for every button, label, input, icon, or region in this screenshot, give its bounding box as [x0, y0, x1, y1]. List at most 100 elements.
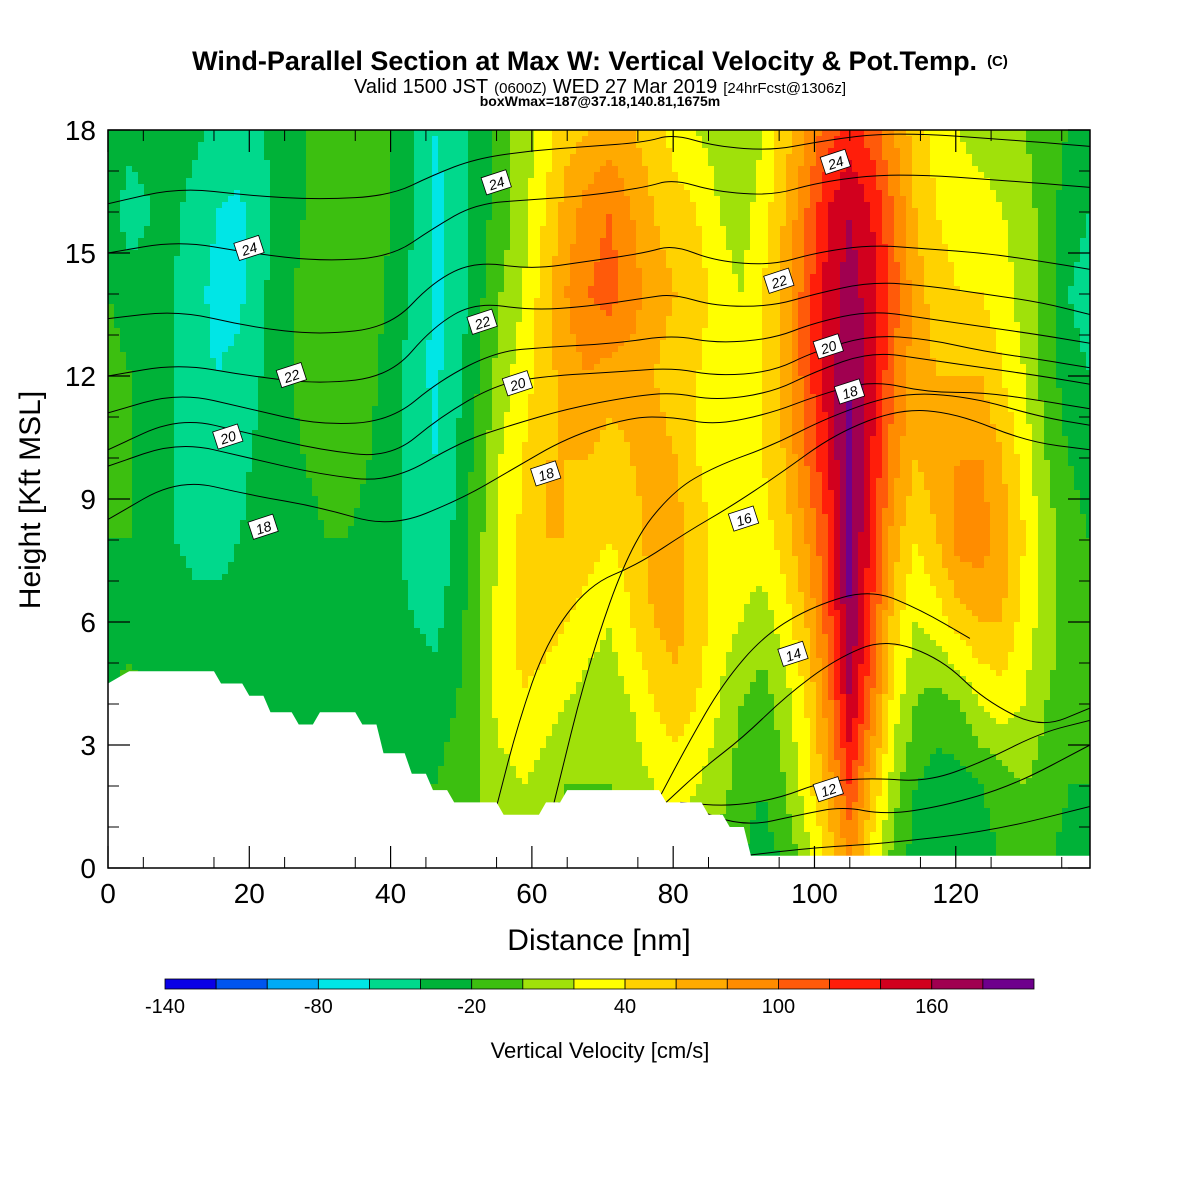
field-cell — [654, 160, 661, 167]
field-cell — [150, 166, 157, 173]
field-cell — [270, 130, 277, 137]
field-cell — [612, 154, 619, 161]
field-cell — [342, 136, 349, 143]
field-cell — [168, 154, 175, 161]
field-cell — [864, 166, 871, 173]
field-cell — [150, 178, 157, 185]
field-cell — [456, 178, 463, 185]
field-cell — [492, 136, 499, 143]
field-cell — [426, 178, 433, 185]
field-cell — [924, 148, 931, 155]
field-cell — [708, 154, 715, 161]
field-cell — [474, 166, 481, 173]
field-cell — [108, 160, 115, 167]
field-cell — [186, 196, 193, 203]
field-cell — [204, 148, 211, 155]
field-cell — [978, 172, 985, 179]
field-cell — [774, 166, 781, 173]
field-cell — [126, 142, 133, 149]
field-cell — [696, 154, 703, 161]
field-cell — [420, 160, 427, 167]
field-cell — [210, 196, 217, 203]
field-cell — [282, 166, 289, 173]
field-cell — [936, 154, 943, 161]
field-cell — [360, 172, 367, 179]
field-cell — [120, 136, 127, 143]
field-cell — [966, 160, 973, 167]
field-cell — [156, 166, 163, 173]
field-cell — [486, 166, 493, 173]
field-cell — [288, 160, 295, 167]
field-cell — [540, 160, 547, 167]
field-cell — [594, 172, 601, 179]
field-cell — [876, 148, 883, 155]
field-cell — [342, 160, 349, 167]
field-cell — [402, 130, 409, 137]
field-cell — [318, 130, 325, 137]
field-cell — [420, 190, 427, 197]
field-cell — [1044, 136, 1051, 143]
field-cell — [720, 184, 727, 191]
field-cell — [936, 142, 943, 149]
field-cell — [900, 178, 907, 185]
field-cell — [684, 172, 691, 179]
field-cell — [738, 154, 745, 161]
field-cell — [606, 154, 613, 161]
field-cell — [246, 160, 253, 167]
field-cell — [468, 154, 475, 161]
field-cell — [1026, 148, 1033, 155]
field-cell — [366, 172, 373, 179]
field-cell — [732, 136, 739, 143]
field-cell — [252, 148, 259, 155]
field-cell — [540, 136, 547, 143]
field-cell — [828, 142, 835, 149]
field-cell — [756, 178, 763, 185]
field-cell — [984, 154, 991, 161]
field-cell — [108, 148, 115, 155]
field-cell — [126, 160, 133, 167]
field-cell — [660, 148, 667, 155]
field-cell — [222, 136, 229, 143]
field-cell — [1050, 190, 1057, 197]
field-cell — [978, 190, 985, 197]
field-cell — [996, 142, 1003, 149]
field-cell — [1038, 160, 1045, 167]
field-cell — [1074, 184, 1081, 191]
field-cell — [588, 178, 595, 185]
field-cell — [300, 148, 307, 155]
field-cell — [414, 172, 421, 179]
field-cell — [486, 136, 493, 143]
field-cell — [498, 136, 505, 143]
field-cell — [378, 184, 385, 191]
field-cell — [828, 190, 835, 197]
field-cell — [636, 166, 643, 173]
field-cell — [1026, 154, 1033, 161]
field-cell — [690, 148, 697, 155]
field-cell — [348, 160, 355, 167]
field-cell — [1044, 154, 1051, 161]
field-cell — [804, 190, 811, 197]
field-cell — [930, 130, 937, 137]
field-cell — [186, 130, 193, 137]
field-cell — [234, 184, 241, 191]
field-cell — [438, 190, 445, 197]
field-cell — [1020, 172, 1027, 179]
field-cell — [270, 142, 277, 149]
field-cell — [876, 154, 883, 161]
field-cell — [576, 130, 583, 137]
field-cell — [432, 130, 439, 137]
field-cell — [846, 184, 853, 191]
field-cell — [414, 130, 421, 137]
field-cell — [384, 166, 391, 173]
field-cell — [1050, 160, 1057, 167]
field-cell — [936, 136, 943, 143]
field-cell — [402, 178, 409, 185]
field-cell — [660, 142, 667, 149]
field-cell — [468, 190, 475, 197]
field-cell — [726, 172, 733, 179]
field-cell — [1044, 184, 1051, 191]
field-cell — [114, 136, 121, 143]
field-cell — [1068, 136, 1075, 143]
field-cell — [396, 178, 403, 185]
field-cell — [516, 190, 523, 197]
